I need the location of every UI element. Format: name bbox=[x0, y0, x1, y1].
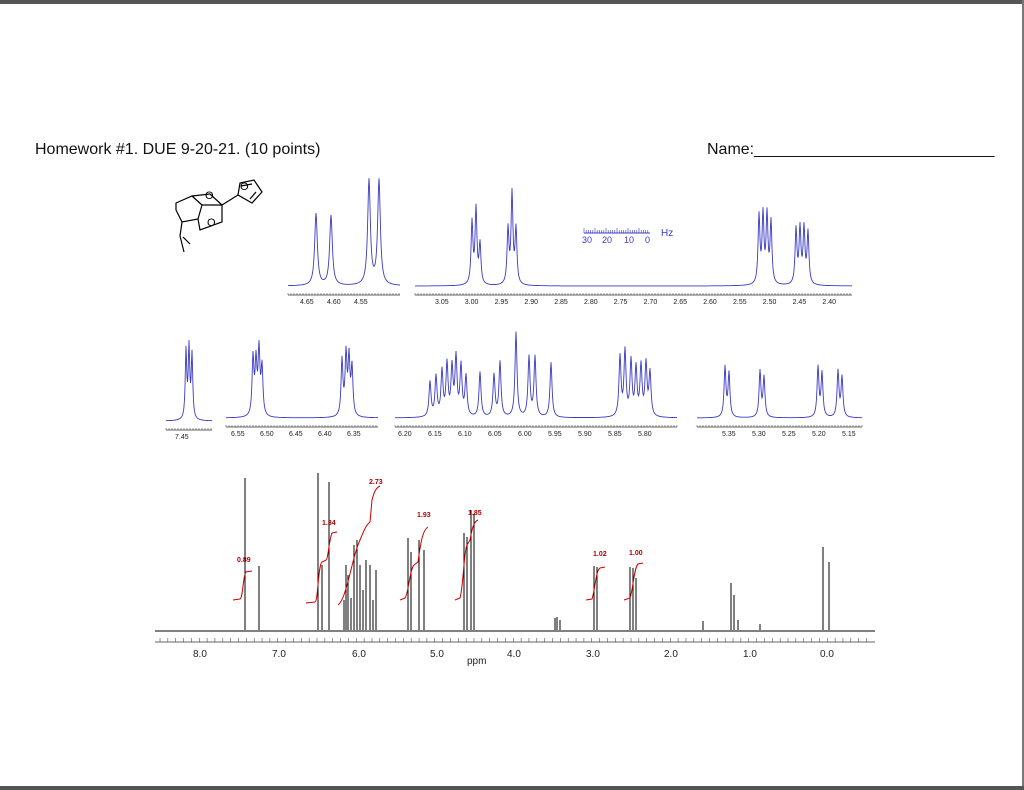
inset-5-8-6-2ppm-tick-label: 5.85 bbox=[608, 431, 622, 438]
integral-curve-2 bbox=[305, 531, 338, 604]
molecule-atom-labels: O O O bbox=[205, 181, 249, 229]
inset-2-4-3-0ppm-trace bbox=[415, 188, 852, 287]
inset-5-8-6-2ppm-tick-label: 6.00 bbox=[518, 431, 532, 438]
inset-4-6ppm-trace bbox=[288, 178, 401, 287]
inset-spectra: 4.65 4.60 4.55 3.05 3.00 2.95 2.90 2.85 2.80 2.75… bbox=[165, 178, 863, 441]
main-axis-labels: 8.0 7.0 6.0 5.0 4.0 3.0 2.0 1.0 0.0 ppm bbox=[193, 649, 834, 667]
inset-4-6ppm-tick-label: 4.65 bbox=[300, 299, 314, 306]
hz-scale-bar: 30 20 10 0 Hz bbox=[582, 228, 673, 245]
integral-curve-4 bbox=[399, 526, 429, 601]
bottom-border bbox=[0, 786, 1024, 790]
inset-5-8-6-2ppm-tick-label: 5.90 bbox=[578, 431, 592, 438]
inset-2-4-3-0ppm-tick-label: 2.90 bbox=[524, 299, 538, 306]
main-tick-1: 1.0 bbox=[743, 649, 757, 660]
inset-2-4-3-0ppm-tick-label: 2.70 bbox=[644, 299, 658, 306]
inset-5-15-5-35ppm: 5.35 5.30 5.25 5.20 5.15 bbox=[696, 364, 863, 438]
inset-5-15-5-35ppm-tick-label: 5.15 bbox=[842, 431, 856, 438]
inset-4-6ppm-tick-label: 4.60 bbox=[327, 299, 341, 306]
integral-values: 0.89 1.34 2.73 1.93 1.85 1.02 1.00 bbox=[237, 479, 643, 564]
main-axis-title: ppm bbox=[467, 656, 486, 667]
integral-7: 1.00 bbox=[629, 550, 643, 557]
main-tick-5: 5.0 bbox=[430, 649, 444, 660]
inset-5-8-6-2ppm-tick-label: 5.80 bbox=[638, 431, 652, 438]
inset-5-8-6-2ppm-tick-label: 6.05 bbox=[488, 431, 502, 438]
integral-curve-1 bbox=[232, 570, 253, 601]
inset-2-4-3-0ppm-tick-label: 3.00 bbox=[465, 299, 479, 306]
inset-5-15-5-35ppm-tick-label: 5.30 bbox=[752, 431, 766, 438]
inset-2-4-3-0ppm-tick-label: 2.75 bbox=[614, 299, 628, 306]
integral-2: 1.34 bbox=[322, 520, 336, 527]
main-tick-6: 6.0 bbox=[352, 649, 366, 660]
inset-7-45ppm-tick-label: 7.45 bbox=[175, 434, 189, 441]
inset-5-15-5-35ppm-tick-label: 5.25 bbox=[782, 431, 796, 438]
inset-2-4-3-0ppm-tick-label: 2.45 bbox=[793, 299, 807, 306]
hz-tick-10: 10 bbox=[624, 235, 634, 245]
main-tick-2: 2.0 bbox=[664, 649, 678, 660]
main-tick-4: 4.0 bbox=[507, 649, 521, 660]
inset-4-6ppm-tick-label: 4.55 bbox=[354, 299, 368, 306]
atom-o-2: O bbox=[207, 217, 216, 229]
inset-5-8-6-2ppm-tick-label: 6.10 bbox=[458, 431, 472, 438]
integral-3: 2.73 bbox=[369, 479, 383, 486]
inset-5-8-6-2ppm-tick-label: 6.20 bbox=[398, 431, 412, 438]
inset-5-8-6-2ppm-tick-label: 6.15 bbox=[428, 431, 442, 438]
inset-6-35-6-55ppm-tick-label: 6.40 bbox=[318, 431, 332, 438]
inset-2-4-3-0ppm: 3.05 3.00 2.95 2.90 2.85 2.80 2.75 2.70 2.65 2.60… bbox=[414, 188, 852, 306]
hz-tick-20: 20 bbox=[602, 235, 612, 245]
name-field-label: Name:___________________________ bbox=[707, 141, 995, 158]
main-tick-8: 8.0 bbox=[193, 649, 207, 660]
inset-2-4-3-0ppm-tick-label: 2.60 bbox=[703, 299, 717, 306]
homework-title: Homework #1. DUE 9-20-21. (10 points) bbox=[35, 141, 321, 158]
inset-2-4-3-0ppm-tick-label: 2.80 bbox=[584, 299, 598, 306]
inset-7-45ppm-trace bbox=[166, 340, 212, 422]
main-tick-3: 3.0 bbox=[586, 649, 600, 660]
inset-6-35-6-55ppm-tick-label: 6.45 bbox=[289, 431, 303, 438]
inset-2-4-3-0ppm-tick-label: 2.65 bbox=[673, 299, 687, 306]
inset-2-4-3-0ppm-tick-label: 2.40 bbox=[822, 299, 836, 306]
inset-2-4-3-0ppm-tick-label: 3.05 bbox=[435, 299, 449, 306]
inset-7-45ppm: 7.45 bbox=[165, 340, 212, 441]
inset-5-8-6-2ppm: 6.20 6.15 6.10 6.05 6.00 5.95 5.90 5.85 5.80 bbox=[394, 331, 678, 438]
main-tick-0: 0.0 bbox=[820, 649, 834, 660]
inset-5-8-6-2ppm-trace bbox=[395, 331, 677, 419]
integral-curve-5 bbox=[454, 519, 479, 601]
integral-5: 1.85 bbox=[468, 510, 482, 517]
main-tick-7: 7.0 bbox=[272, 649, 286, 660]
hz-tick-30: 30 bbox=[582, 235, 592, 245]
integral-curve-6 bbox=[585, 566, 606, 601]
inset-5-15-5-35ppm-tick-label: 5.35 bbox=[722, 431, 736, 438]
integral-curve-3 bbox=[337, 485, 381, 606]
inset-6-35-6-55ppm: 6.55 6.50 6.45 6.40 6.35 bbox=[225, 340, 378, 438]
inset-4-6ppm: 4.65 4.60 4.55 bbox=[287, 178, 401, 306]
integral-curve-7 bbox=[623, 562, 644, 601]
inset-6-35-6-55ppm-tick-label: 6.55 bbox=[231, 431, 245, 438]
atom-o-3: O bbox=[240, 181, 249, 193]
integral-6: 1.02 bbox=[593, 551, 607, 558]
hz-unit: Hz bbox=[661, 228, 673, 239]
integral-1: 0.89 bbox=[237, 557, 251, 564]
inset-2-4-3-0ppm-tick-label: 2.95 bbox=[495, 299, 509, 306]
inset-5-15-5-35ppm-tick-label: 5.20 bbox=[812, 431, 826, 438]
top-border bbox=[0, 0, 1024, 4]
inset-6-35-6-55ppm-tick-label: 6.50 bbox=[260, 431, 274, 438]
inset-5-15-5-35ppm-trace bbox=[697, 364, 862, 419]
main-spectrum bbox=[155, 473, 875, 643]
inset-6-35-6-55ppm-tick-label: 6.35 bbox=[347, 431, 361, 438]
inset-2-4-3-0ppm-tick-label: 2.55 bbox=[733, 299, 747, 306]
hz-tick-0: 0 bbox=[645, 235, 650, 245]
inset-2-4-3-0ppm-tick-label: 2.50 bbox=[763, 299, 777, 306]
atom-o-1: O bbox=[205, 190, 214, 202]
integral-4: 1.93 bbox=[417, 512, 431, 519]
inset-6-35-6-55ppm-trace bbox=[226, 340, 378, 419]
inset-5-8-6-2ppm-tick-label: 5.95 bbox=[548, 431, 562, 438]
inset-2-4-3-0ppm-tick-label: 2.85 bbox=[554, 299, 568, 306]
molecule-structure bbox=[175, 179, 263, 253]
page-edge bbox=[1022, 0, 1024, 790]
